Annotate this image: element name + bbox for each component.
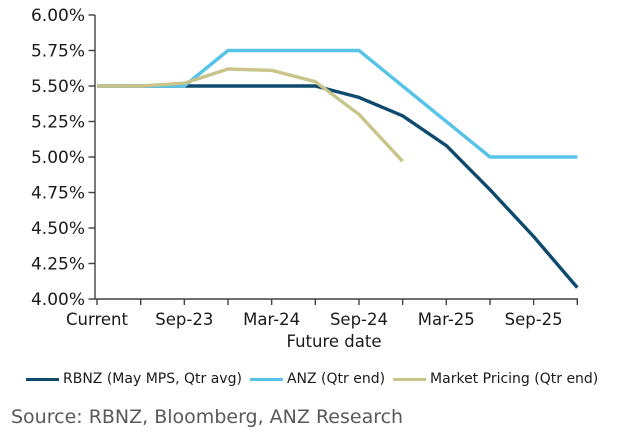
axes: [88, 14, 578, 305]
chart-area: Future date 6.00% 5.75% 5.50% 5.25% 5.00% 4.7…: [31, 6, 579, 351]
x-axis-title: Future date: [287, 332, 382, 351]
market-pricing-line: [97, 67, 404, 163]
legend-swatch-anz: [249, 377, 283, 381]
y-tick-label: 5.50%: [31, 77, 85, 97]
x-tick-label: Mar-25: [418, 310, 475, 329]
y-tick-label: 5.25%: [31, 113, 85, 133]
x-tick-label: Sep-24: [330, 310, 388, 329]
x-tick-label: Sep-23: [155, 310, 213, 329]
y-tick-label: 4.75%: [31, 184, 85, 204]
legend-swatch-market-pricing: [393, 377, 427, 381]
legend-label-rbnz: RBNZ (May MPS, Qtr avg): [63, 371, 242, 387]
legend-label-anz: ANZ (Qtr end): [286, 371, 386, 387]
x-tick-label: Sep-25: [505, 310, 563, 329]
y-tick-label: 5.75%: [31, 42, 85, 62]
rbnz-line: [97, 84, 579, 289]
y-tick-label: 4.00%: [31, 290, 85, 310]
y-tick-label: 5.00%: [31, 148, 85, 168]
legend-item-anz: ANZ (Qtr end): [249, 371, 386, 387]
legend-item-rbnz: RBNZ (May MPS, Qtr avg): [26, 371, 242, 387]
x-tick-label: Current: [66, 310, 129, 329]
source-note: Source: RBNZ, Bloomberg, ANZ Research: [11, 406, 404, 428]
legend-label-market-pricing: Market Pricing (Qtr end): [430, 371, 599, 387]
y-tick-label: 6.00%: [31, 6, 85, 26]
y-axis-labels: 6.00% 5.75% 5.50% 5.25% 5.00% 4.75% 4.50% 4.25%…: [31, 6, 85, 310]
chart-legend: RBNZ (May MPS, Qtr avg) ANZ (Qtr end) Ma…: [26, 367, 626, 391]
x-axis-labels: Current Sep-23 Mar-24 Sep-24 Mar-25 Sep-25: [66, 310, 563, 329]
legend-swatch-rbnz: [26, 377, 59, 381]
legend-item-market-pricing: Market Pricing (Qtr end): [393, 371, 598, 387]
x-tick-label: Mar-24: [243, 310, 300, 329]
anz-line: [97, 48, 578, 159]
rates-forecast-chart: Future date 6.00% 5.75% 5.50% 5.25% 5.00% 4.7…: [31, 6, 579, 351]
y-tick-label: 4.50%: [31, 219, 85, 239]
y-tick-label: 4.25%: [31, 255, 85, 275]
